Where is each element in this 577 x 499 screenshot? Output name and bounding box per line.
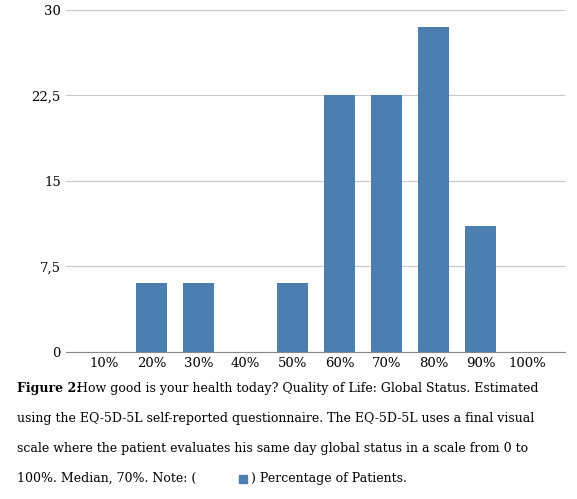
Bar <box>324 95 355 352</box>
Bar <box>277 283 308 352</box>
Bar <box>136 283 167 352</box>
Text: 100%. Median, 70%. Note: (: 100%. Median, 70%. Note: ( <box>17 472 197 485</box>
Text: ) Percentage of Patients.: ) Percentage of Patients. <box>251 472 407 485</box>
Text: Figure 2:: Figure 2: <box>17 382 81 395</box>
Bar <box>465 227 496 352</box>
Bar <box>371 95 402 352</box>
Bar <box>183 283 213 352</box>
Text: How good is your health today? Quality of Life: Global Status. Estimated: How good is your health today? Quality o… <box>73 382 539 395</box>
Bar <box>418 27 449 352</box>
Text: scale where the patient evaluates his same day global status in a scale from 0 t: scale where the patient evaluates his sa… <box>17 442 529 455</box>
Text: using the EQ-5D-5L self-reported questionnaire. The EQ-5D-5L uses a final visual: using the EQ-5D-5L self-reported questio… <box>17 412 534 425</box>
